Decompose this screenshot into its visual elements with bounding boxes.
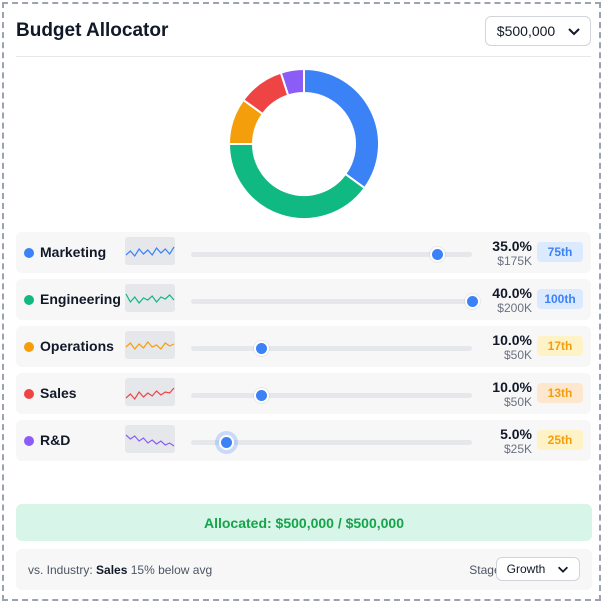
widget-frame <box>2 2 601 601</box>
stage-select[interactable]: Growth <box>496 557 580 581</box>
allocation-slider[interactable] <box>191 294 480 309</box>
donut-slice-rd <box>279 68 305 97</box>
department-row-engineering: Engineering 40.0% $200K 100th <box>16 279 591 320</box>
sparkline-line <box>125 293 175 304</box>
department-percent: 35.0% <box>492 238 532 254</box>
page-title: Budget Allocator <box>16 20 169 41</box>
percentile-badge: 25th <box>537 430 583 450</box>
department-label: Engineering <box>40 291 121 307</box>
department-color-dot <box>24 295 34 305</box>
industry-comparison: vs. Industry: Sales 15% below avg <box>28 563 212 577</box>
allocation-slider[interactable] <box>191 435 472 450</box>
stage-select-value: Growth <box>506 562 546 576</box>
slider-thumb[interactable] <box>254 341 270 356</box>
header: Budget Allocator $500,000 <box>16 16 591 57</box>
department-percent: 40.0% <box>492 285 532 301</box>
stage-label: Stage: <box>469 563 504 577</box>
department-amount: $50K <box>503 395 532 409</box>
budget-donut-chart <box>228 68 380 220</box>
sparkline <box>125 378 175 406</box>
footer-bar: vs. Industry: Sales 15% below avg Stage:… <box>16 549 592 590</box>
department-row-sales: Sales 10.0% $50K 13th <box>16 373 591 414</box>
chevron-down-icon <box>568 28 580 36</box>
sparkline-line <box>125 387 175 401</box>
department-amount: $25K <box>503 442 532 456</box>
chevron-down-icon <box>558 566 568 573</box>
department-percent: 10.0% <box>492 379 532 395</box>
percentile-badge: 100th <box>537 289 583 309</box>
sparkline <box>125 331 175 359</box>
slider-thumb[interactable] <box>219 435 235 450</box>
department-color-dot <box>24 248 34 258</box>
department-label: R&D <box>40 432 71 448</box>
department-label: Marketing <box>40 244 107 260</box>
percentile-badge: 75th <box>537 242 583 262</box>
department-percent: 10.0% <box>492 332 532 348</box>
industry-comparison-text: 15% below avg <box>130 563 213 577</box>
department-color-dot <box>24 436 34 446</box>
percentile-badge: 13th <box>537 383 583 403</box>
department-color-dot <box>24 389 34 399</box>
budget-select-value: $500,000 <box>496 23 556 39</box>
sparkline <box>125 284 175 312</box>
industry-prefix: vs. Industry: <box>28 563 93 577</box>
slider-thumb[interactable] <box>465 294 480 309</box>
sparkline-line <box>125 341 175 350</box>
slider-thumb[interactable] <box>429 247 445 262</box>
donut-slice-engineering <box>228 143 367 220</box>
department-label: Sales <box>40 385 77 401</box>
department-row-rnd: R&D 5.0% $25K 25th <box>16 420 591 461</box>
department-amount: $175K <box>497 254 532 268</box>
sparkline-line <box>125 246 175 258</box>
allocated-summary: Allocated: $500,000 / $500,000 <box>16 504 592 541</box>
sparkline <box>125 237 175 265</box>
sparkline-line <box>125 434 175 447</box>
department-percent: 5.0% <box>500 426 532 442</box>
department-amount: $200K <box>497 301 532 315</box>
department-row-marketing: Marketing 35.0% $175K 75th <box>16 232 591 273</box>
department-color-dot <box>24 342 34 352</box>
industry-dept: Sales <box>96 563 128 577</box>
budget-select[interactable]: $500,000 <box>485 16 591 46</box>
allocation-slider[interactable] <box>191 247 472 262</box>
department-label: Operations <box>40 338 114 354</box>
slider-thumb[interactable] <box>254 388 270 403</box>
department-amount: $50K <box>503 348 532 362</box>
donut-slice-marketing <box>303 68 380 190</box>
allocation-slider[interactable] <box>191 388 472 403</box>
allocation-slider[interactable] <box>191 341 472 356</box>
percentile-badge: 17th <box>537 336 583 356</box>
sparkline <box>125 425 175 453</box>
department-row-operations: Operations 10.0% $50K 17th <box>16 326 591 367</box>
